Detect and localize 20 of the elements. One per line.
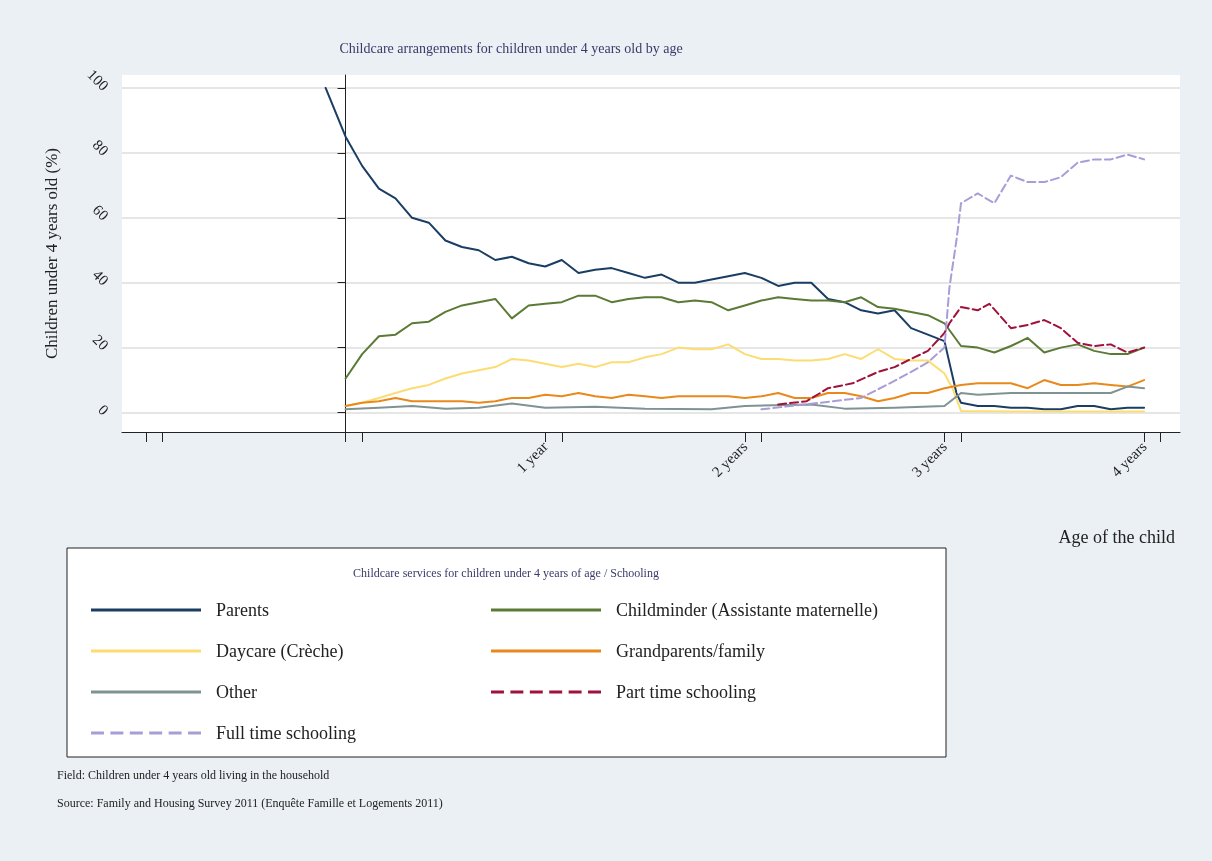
text: Field: Children under 4 years old living in the household: [57, 768, 330, 782]
y-tick-label: 40: [89, 266, 112, 289]
legend-label: Other: [216, 682, 257, 702]
legend-label: Childminder (Assistante maternelle): [616, 600, 878, 621]
source-note: Source: Family and Housing Survey 2011 (Enquête Famille et Logements 2011): [57, 796, 443, 810]
x-axis-title: Age of the child: [1058, 527, 1175, 547]
legend-label: Grandparents/family: [616, 641, 765, 661]
y-tick-label: 20: [89, 331, 112, 354]
x-tick-label: 1 year: [513, 438, 551, 476]
y-tick-label: 100: [84, 66, 112, 94]
y-tick-label: 80: [89, 136, 112, 159]
y-tick-label: 60: [89, 201, 112, 224]
chart-title: Childcare arrangements for children under 4 years old by age: [339, 40, 683, 56]
legend-label: Full time schooling: [216, 723, 357, 743]
legend-label: Daycare (Crèche): [216, 641, 344, 662]
y-tick-label: 0: [95, 401, 112, 419]
legend-label: Part time schooling: [616, 682, 756, 702]
y-axis-title: Children under 4 years old (%): [42, 147, 61, 360]
legend-label: Parents: [216, 600, 269, 620]
legend-title: Childcare services for children under 4 years of age / Schooling: [353, 566, 659, 580]
